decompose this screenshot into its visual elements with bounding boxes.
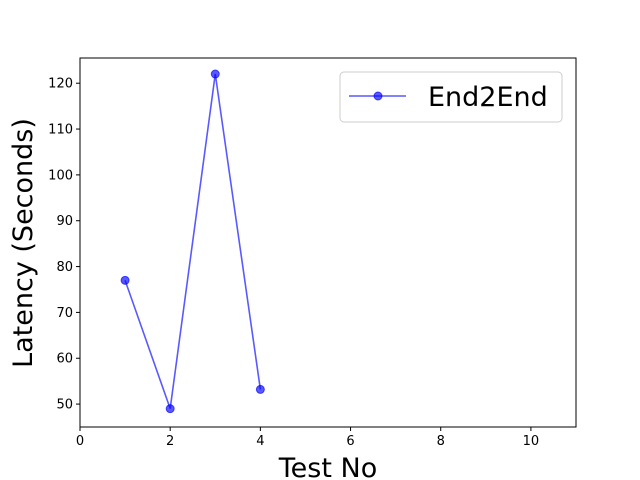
x-tick-label: 4 bbox=[256, 434, 264, 449]
legend-marker-sample bbox=[373, 91, 383, 101]
legend-label: End2End bbox=[428, 82, 548, 113]
x-tick-label: 6 bbox=[346, 434, 354, 449]
x-tick-label: 10 bbox=[523, 434, 540, 449]
legend: End2End bbox=[339, 71, 563, 123]
data-point bbox=[120, 275, 130, 285]
x-axis-label: Test No bbox=[278, 453, 377, 480]
data-point bbox=[165, 404, 175, 414]
y-tick-label: 110 bbox=[48, 123, 73, 138]
legend-box bbox=[339, 71, 563, 123]
x-tick-label: 8 bbox=[437, 434, 445, 449]
y-axis-label: Latency (Seconds) bbox=[8, 118, 39, 368]
axes-layer: 0 2 4 6 8 10 50 60 70 80 90 100 110 120 bbox=[48, 57, 577, 449]
data-point bbox=[255, 384, 265, 394]
series-line-0 bbox=[124, 73, 262, 409]
x-tick-label: 2 bbox=[166, 434, 174, 449]
y-tick-label: 50 bbox=[56, 398, 73, 413]
data-point bbox=[210, 69, 220, 79]
y-tick-label: 90 bbox=[56, 214, 73, 229]
y-tick-label: 120 bbox=[48, 77, 73, 92]
plot-layer bbox=[120, 69, 265, 414]
x-tick-label: 0 bbox=[76, 434, 84, 449]
y-tick-label: 60 bbox=[56, 352, 73, 367]
y-tick-label: 80 bbox=[56, 260, 73, 275]
y-tick-label: 100 bbox=[48, 168, 73, 183]
plot-frame bbox=[79, 57, 577, 428]
y-tick-label: 70 bbox=[56, 306, 73, 321]
